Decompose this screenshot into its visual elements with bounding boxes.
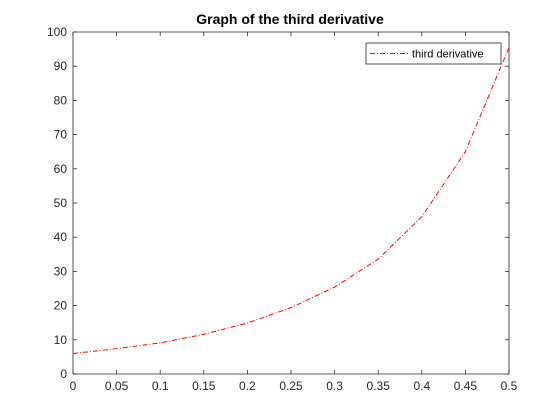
x-tick-label: 0.25 <box>279 379 303 393</box>
legend-label: third derivative <box>412 49 484 61</box>
x-tick-label: 0.35 <box>367 379 391 393</box>
x-tick-label: 0.2 <box>239 379 256 393</box>
y-tick-label: 80 <box>54 93 68 107</box>
x-tick-label: 0.15 <box>192 379 216 393</box>
x-tick-label: 0.3 <box>326 379 343 393</box>
y-tick-label: 20 <box>54 299 68 313</box>
x-tick-label: 0.45 <box>454 379 478 393</box>
plot-area <box>73 32 509 374</box>
y-tick-label: 50 <box>54 196 68 210</box>
legend-box <box>365 42 502 65</box>
chart-title: Graph of the third derivative <box>196 11 384 27</box>
y-tick-label: 30 <box>54 264 68 278</box>
series-layer <box>72 47 510 354</box>
y-tick-label: 70 <box>54 128 68 142</box>
y-tick-label: 40 <box>54 230 68 244</box>
axes: 0 0.05 0.1 0.15 0.2 0.25 0.3 0.35 0.4 0.45 0.5 0 10 2… <box>47 25 518 393</box>
y-tick-label: 60 <box>54 162 68 176</box>
x-tick-label: 0.4 <box>413 379 430 393</box>
x-tick-label: 0.05 <box>105 379 129 393</box>
y-tick-label: 10 <box>54 333 68 347</box>
y-tick-label: 90 <box>54 59 68 73</box>
x-tick-label: 0.5 <box>501 379 518 393</box>
x-tick-label: 0.1 <box>152 379 169 393</box>
y-tick-label: 100 <box>47 25 67 39</box>
series-line <box>72 47 510 354</box>
y-tick-label: 0 <box>60 367 67 381</box>
legend: third derivative <box>365 42 502 65</box>
x-tick-label: 0 <box>70 379 77 393</box>
